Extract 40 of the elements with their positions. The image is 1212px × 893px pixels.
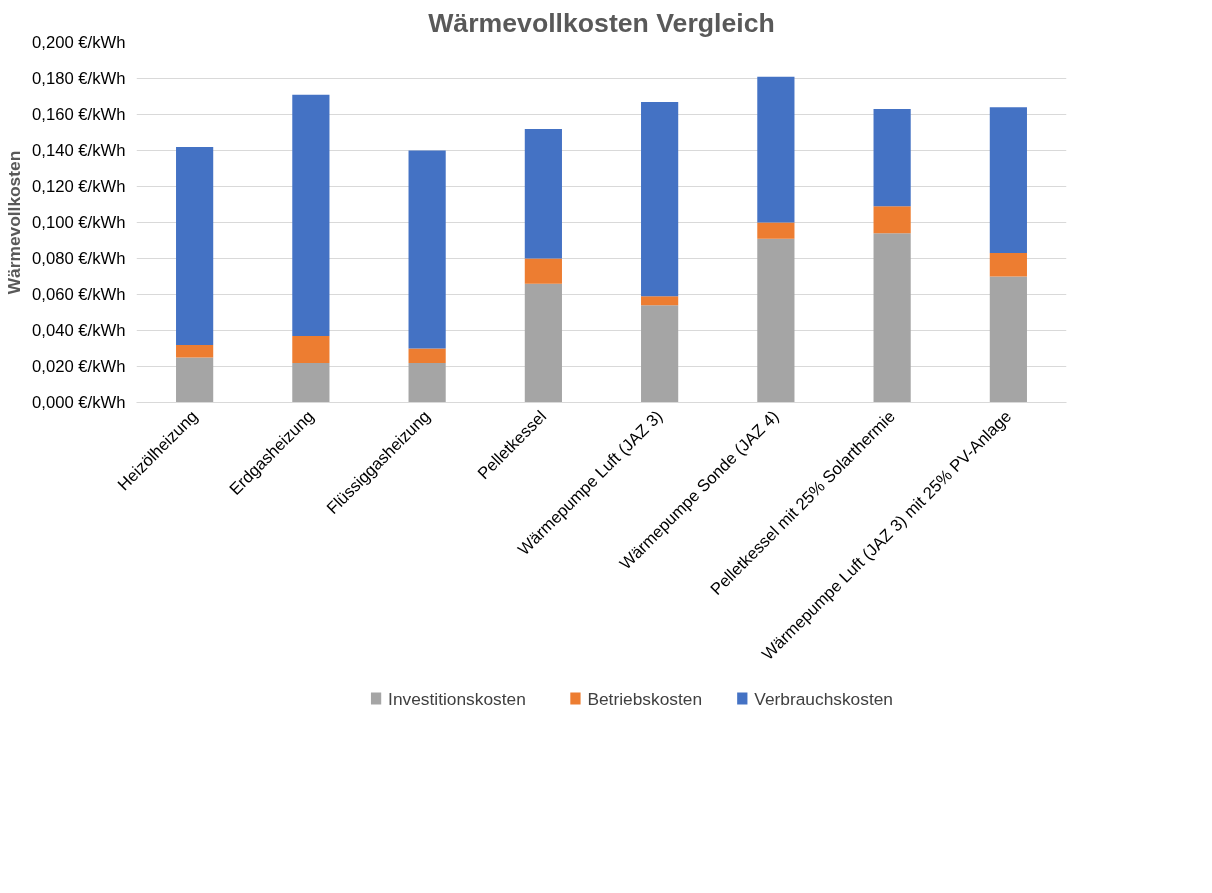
y-tick-label: 0,000 €/kWh bbox=[31, 393, 126, 412]
y-tick-label: 0,040 €/kWh bbox=[31, 321, 126, 340]
bar bbox=[757, 76, 795, 223]
bar bbox=[176, 344, 214, 358]
y-tick-label: 0,080 €/kWh bbox=[31, 249, 126, 268]
legend-label: Betriebskosten bbox=[587, 688, 703, 709]
bar bbox=[176, 357, 214, 403]
bar bbox=[524, 128, 562, 259]
bar bbox=[524, 283, 562, 403]
legend-label: Investitionskosten bbox=[388, 688, 526, 709]
bar bbox=[873, 109, 911, 207]
y-tick-label: 0,180 €/kWh bbox=[31, 69, 126, 88]
y-tick-label: 0,060 €/kWh bbox=[31, 285, 126, 304]
legend-label: Verbrauchskosten bbox=[754, 688, 893, 709]
bar bbox=[292, 362, 330, 403]
bar bbox=[524, 258, 562, 284]
y-tick-label: 0,120 €/kWh bbox=[31, 177, 126, 196]
y-tick-label: 0,160 €/kWh bbox=[31, 105, 126, 124]
bar bbox=[408, 348, 446, 363]
bar bbox=[292, 335, 330, 363]
bar bbox=[408, 150, 446, 349]
y-tick-label: 0,100 €/kWh bbox=[31, 213, 126, 232]
bar bbox=[641, 305, 679, 403]
bar bbox=[989, 276, 1027, 403]
bar bbox=[176, 146, 214, 345]
bar bbox=[989, 107, 1027, 254]
bar bbox=[408, 362, 446, 403]
y-axis-title: Wärmevollkosten bbox=[3, 150, 24, 295]
bar bbox=[873, 206, 911, 234]
bar bbox=[292, 94, 330, 336]
bar bbox=[641, 101, 679, 297]
y-tick-label: 0,020 €/kWh bbox=[31, 357, 126, 376]
bar bbox=[757, 238, 795, 403]
bar bbox=[757, 222, 795, 239]
bar bbox=[641, 296, 679, 306]
y-tick-label: 0,140 €/kWh bbox=[31, 141, 126, 160]
bar bbox=[873, 233, 911, 403]
bar bbox=[989, 253, 1027, 277]
chart-title: Wärmevollkosten Vergleich bbox=[428, 7, 775, 38]
y-tick-label: 0,200 €/kWh bbox=[31, 33, 126, 52]
